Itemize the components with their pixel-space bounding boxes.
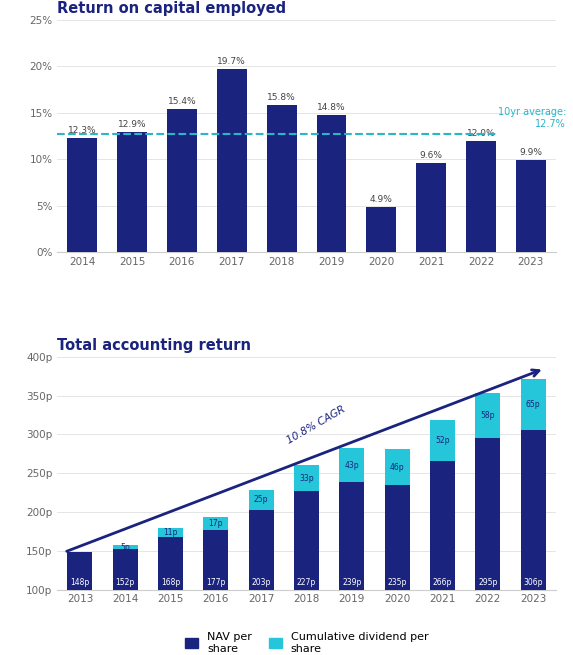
Bar [516, 160, 546, 252]
Text: 10yr average:
12.7%: 10yr average: 12.7% [497, 107, 566, 130]
Text: 12.3%: 12.3% [68, 126, 96, 135]
Bar [339, 449, 364, 481]
Text: 52p: 52p [435, 436, 450, 445]
Bar [416, 163, 446, 252]
Bar [158, 528, 183, 537]
Text: 235p: 235p [387, 578, 407, 587]
Bar [68, 552, 92, 590]
Text: 4.9%: 4.9% [370, 195, 393, 204]
Text: 15.4%: 15.4% [168, 97, 196, 106]
Text: 65p: 65p [526, 400, 540, 409]
Text: 295p: 295p [478, 578, 497, 587]
Bar [266, 105, 297, 252]
Bar [476, 438, 500, 590]
Text: 15.8%: 15.8% [267, 94, 296, 102]
Bar [294, 466, 319, 491]
Text: 9.6%: 9.6% [419, 151, 443, 160]
Bar [113, 549, 138, 590]
Bar [521, 430, 545, 590]
Text: 17p: 17p [209, 519, 223, 528]
Text: 43p: 43p [344, 460, 359, 470]
Text: 177p: 177p [206, 578, 226, 587]
Text: 306p: 306p [523, 578, 543, 587]
Text: 12.0%: 12.0% [467, 129, 495, 138]
Bar [203, 530, 229, 590]
Text: 266p: 266p [433, 578, 452, 587]
Text: 25p: 25p [254, 495, 269, 504]
Text: 152p: 152p [116, 578, 135, 587]
Legend: NAV per
share, Cumulative dividend per
share: NAV per share, Cumulative dividend per s… [185, 632, 429, 654]
Bar [430, 461, 455, 590]
Text: 203p: 203p [252, 578, 271, 587]
Text: 19.7%: 19.7% [217, 57, 246, 66]
Text: 46p: 46p [390, 462, 405, 472]
Bar [249, 490, 274, 510]
Bar [466, 141, 496, 252]
Text: 9.9%: 9.9% [519, 148, 543, 157]
Bar [294, 491, 319, 590]
Bar [384, 449, 410, 485]
Text: Total accounting return: Total accounting return [57, 338, 252, 353]
Bar [113, 546, 138, 549]
Bar [521, 379, 545, 430]
Bar [217, 69, 247, 252]
Bar [476, 394, 500, 438]
Bar [430, 421, 455, 461]
Bar [316, 115, 347, 252]
Bar [158, 537, 183, 590]
Text: Return on capital employed: Return on capital employed [57, 1, 286, 16]
Text: 239p: 239p [342, 578, 362, 587]
Bar [203, 517, 229, 530]
Text: 14.8%: 14.8% [317, 103, 346, 112]
Text: 12.9%: 12.9% [118, 121, 146, 130]
Bar [366, 207, 397, 252]
Bar [117, 132, 147, 252]
Text: 148p: 148p [70, 578, 89, 587]
Text: 227p: 227p [297, 578, 316, 587]
Text: 33p: 33p [299, 474, 314, 483]
Text: 11p: 11p [163, 528, 178, 537]
Bar [67, 138, 97, 252]
Text: 5p: 5p [120, 543, 130, 552]
Bar [249, 510, 274, 590]
Text: 168p: 168p [161, 578, 180, 587]
Text: 58p: 58p [481, 411, 495, 421]
Bar [339, 481, 364, 590]
Text: 10.8% CAGR: 10.8% CAGR [285, 405, 347, 446]
Bar [167, 109, 197, 252]
Bar [384, 485, 410, 590]
